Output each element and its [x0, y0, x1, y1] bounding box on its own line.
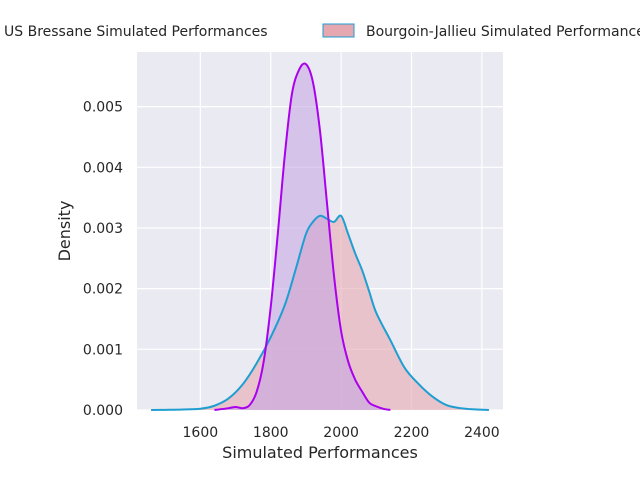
x-tick-label: 2200 — [394, 425, 430, 441]
legend-swatch-bourgoin — [322, 23, 355, 38]
bressane-density-area — [214, 63, 391, 411]
x-tick-labels: 1600 1800 2000 2200 2400 — [183, 425, 500, 441]
y-tick-label: 0.000 — [83, 403, 123, 419]
y-axis-label: Density — [55, 201, 74, 262]
bressane-density-line — [214, 62, 391, 411]
y-tick-label: 0.004 — [83, 160, 123, 176]
x-tick-label: 2400 — [464, 425, 500, 441]
density-lines — [151, 62, 489, 411]
y-tick-labels: 0.000 0.001 0.002 0.003 0.004 0.005 — [83, 100, 123, 419]
x-axis-label: Simulated Performances — [222, 443, 418, 462]
x-tick-label: 2000 — [323, 425, 359, 441]
legend-label-bourgoin: Bourgoin-Jallieu Simulated Performances — [366, 24, 640, 40]
legend: US Bressane Simulated Performances Bourg… — [4, 23, 640, 40]
x-tick-label: 1800 — [253, 425, 289, 441]
y-tick-label: 0.002 — [83, 282, 123, 298]
y-tick-label: 0.005 — [83, 100, 123, 116]
y-tick-label: 0.003 — [83, 221, 123, 237]
y-tick-label: 0.001 — [83, 342, 123, 358]
legend-label-bressane: US Bressane Simulated Performances — [4, 24, 268, 40]
x-tick-label: 1600 — [183, 425, 219, 441]
density-areas — [151, 63, 489, 411]
bourgoin-density-line — [151, 214, 489, 411]
